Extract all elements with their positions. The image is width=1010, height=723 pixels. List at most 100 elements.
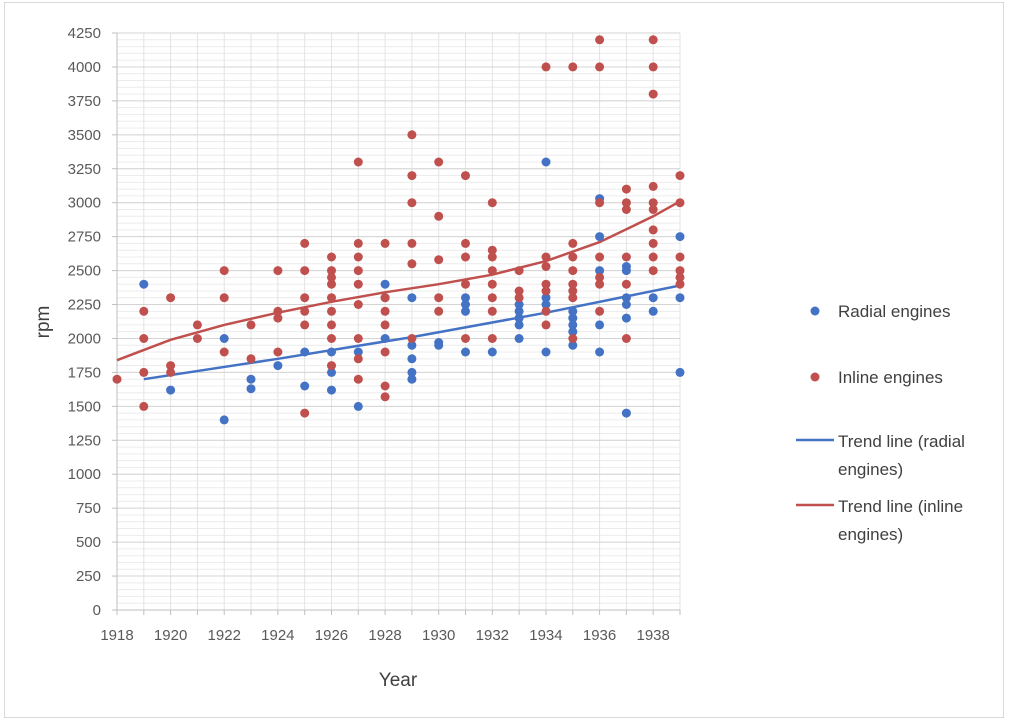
x-tick-label: 1920: [154, 627, 187, 644]
inline-engine-point: [192, 320, 202, 330]
inline-engine-point: [487, 334, 497, 343]
inline-engine-point: [595, 198, 605, 208]
radial-engine-point: [353, 401, 363, 411]
y-tick-label: 1750: [68, 364, 101, 381]
inline-engine-point: [487, 245, 497, 255]
radial-engine-point: [246, 374, 256, 384]
legend-inline-marker: [810, 372, 820, 382]
legend-inline-trend-label-1: Trend line (inline: [838, 497, 963, 516]
inline-engine-point: [353, 157, 363, 167]
radial-engine-point: [487, 347, 497, 357]
inline-engine-point: [353, 374, 363, 384]
inline-engine-point: [648, 89, 658, 99]
inline-engine-point: [461, 171, 470, 181]
radial-engine-point: [407, 374, 417, 384]
inline-engine-point: [219, 266, 229, 276]
radial-engine-point: [461, 306, 470, 316]
inline-engine-point: [112, 374, 122, 384]
radial-engine-point: [675, 367, 685, 377]
inline-engine-point: [568, 238, 578, 248]
inline-engine-point: [246, 320, 256, 330]
point-layer: [112, 35, 685, 425]
inline-engine-point: [300, 238, 310, 248]
inline-engine-point: [327, 361, 336, 371]
y-tick-label: 2250: [68, 297, 101, 314]
inline-engine-point: [595, 272, 605, 282]
inline-engine-point: [407, 130, 417, 140]
radial-engine-point: [595, 232, 605, 242]
radial-engine-point: [541, 300, 551, 309]
radial-engine-point: [595, 347, 605, 357]
inline-engine-point: [192, 334, 202, 343]
inline-engine-point: [327, 279, 336, 289]
inline-engine-point: [648, 62, 658, 72]
inline-engine-point: [353, 354, 363, 364]
inline-engine-point: [675, 171, 685, 181]
inline-engine-point: [327, 320, 336, 330]
inline-engine-point: [541, 252, 551, 262]
inline-engine-point: [380, 238, 390, 248]
inline-engine-point: [327, 252, 336, 262]
inline-engine-point: [595, 252, 605, 262]
y-tick-label: 1000: [68, 466, 101, 483]
radial-engine-point: [514, 313, 524, 323]
inline-engine-point: [621, 279, 631, 289]
trend-line-inline: [116, 200, 681, 362]
inline-engine-point: [487, 293, 497, 303]
radial-engine-point: [461, 347, 470, 357]
radial-engine-point: [461, 293, 470, 303]
x-tick-label: 1932: [476, 627, 509, 644]
y-tick-label: 3250: [68, 161, 101, 178]
inline-engine-point: [353, 266, 363, 276]
y-tick-label: 4000: [68, 59, 101, 76]
inline-engine-point: [300, 306, 310, 316]
x-tick-label: 1928: [368, 627, 401, 644]
legend-radial-trend-label-2: engines): [838, 460, 903, 479]
inline-engine-point: [461, 279, 470, 289]
inline-engine-point: [568, 62, 578, 72]
inline-engine-point: [246, 354, 256, 364]
inline-engine-point: [461, 238, 470, 248]
y-tick-label: 2750: [68, 229, 101, 246]
x-tick-label: 1934: [529, 627, 562, 644]
inline-engine-point: [675, 252, 685, 262]
radial-engine-point: [621, 293, 631, 303]
y-tick-label: 0: [93, 602, 101, 619]
inline-engine-point: [675, 279, 685, 289]
inline-engine-point: [380, 392, 390, 402]
radial-engine-point: [380, 279, 390, 289]
inline-engine-point: [675, 198, 685, 208]
radial-engine-point: [568, 320, 578, 330]
inline-engine-point: [541, 306, 551, 316]
radial-engine-point: [514, 334, 524, 343]
y-axis-title: rpm: [33, 306, 54, 339]
inline-engine-point: [166, 293, 176, 303]
inline-engine-point: [461, 252, 470, 262]
inline-engine-point: [353, 279, 363, 289]
inline-engine-point: [139, 367, 149, 377]
inline-engine-point: [568, 286, 578, 296]
radial-engine-point: [568, 327, 578, 337]
x-tick-label: 1926: [315, 627, 348, 644]
inline-engine-point: [514, 286, 524, 296]
inline-engine-point: [380, 306, 390, 316]
inline-engine-point: [595, 62, 605, 72]
inline-engine-point: [648, 238, 658, 248]
radial-engine-point: [300, 381, 310, 391]
inline-engine-point: [166, 361, 176, 371]
x-axis-title: Year: [379, 670, 418, 691]
x-tick-label: 1930: [422, 627, 455, 644]
radial-engine-point: [648, 293, 658, 303]
inline-engine-point: [568, 279, 578, 289]
axis-layer: 0 250 500 750 1000 1250 1500 1750 2000 2250 2500 27…: [68, 25, 681, 644]
radial-engine-point: [380, 334, 390, 343]
inline-engine-point: [621, 184, 631, 194]
inline-engine-point: [461, 334, 470, 343]
inline-engine-point: [353, 238, 363, 248]
radial-engine-point: [675, 293, 685, 303]
inline-engine-point: [568, 334, 578, 343]
inline-engine-point: [327, 306, 336, 316]
legend-radial-trend-label-1: Trend line (radial: [838, 432, 965, 451]
radial-engine-point: [139, 279, 149, 289]
